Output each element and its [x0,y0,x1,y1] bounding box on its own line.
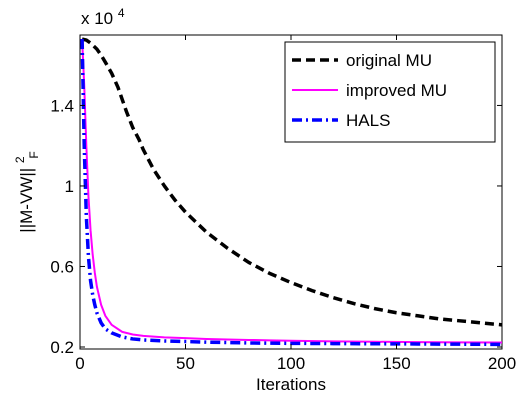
y-tick-label: 1 [65,177,74,196]
x-axis: 0 50 100 150 200 [75,35,516,373]
y-axis: 0.2 0.6 1 1.4 [50,96,502,357]
y-tick-label: 1.4 [50,96,74,115]
legend-label: original MU [346,51,432,70]
y-axis-multiplier: x 10 4 [81,6,125,28]
y-axis-label-sub: F [27,151,41,158]
legend-items: original MU improved MU HALS [292,51,447,130]
y-multiplier-exponent: 4 [118,6,125,20]
legend-label: improved MU [346,81,447,100]
x-tick-label: 100 [277,354,305,373]
legend: original MU improved MU HALS [284,41,496,143]
y-axis-label-sup: 2 [13,156,27,163]
x-tick-label: 150 [382,354,410,373]
y-axis-label: ||M-VW|| 2 F [9,151,41,232]
legend-label: HALS [346,111,390,130]
svg-text:||M-VW|| 2 F: ||M-VW|| 2 F [9,151,41,232]
x-tick-label: 200 [488,354,516,373]
x-tick-label: 50 [176,354,195,373]
series-line-improved-mu [81,38,503,344]
svg-text:x 10 4: x 10 4 [81,6,125,28]
series-line-hals [80,38,503,347]
y-multiplier-base: x 10 [81,9,113,28]
series-group [80,37,503,347]
y-tick-label: 0.2 [50,338,74,357]
y-tick-label: 0.6 [50,257,74,276]
x-axis-label: Iterations [256,375,326,394]
y-axis-label-main: ||M-VW|| [17,168,36,233]
series-line-original-mu [81,37,503,327]
x-tick-label: 0 [75,354,84,373]
